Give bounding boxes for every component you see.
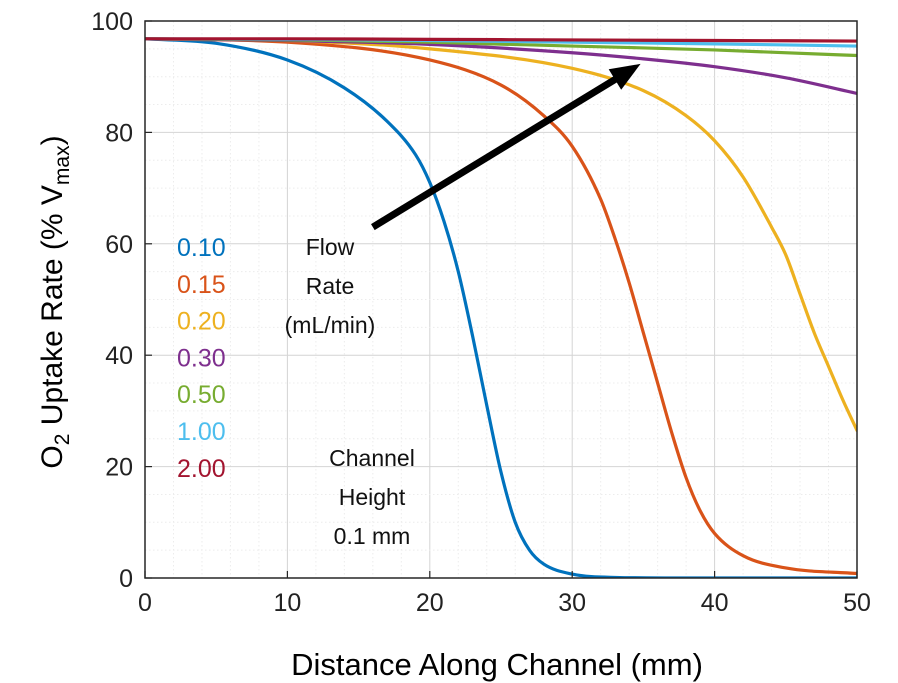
y-tick-label: 80 <box>105 119 133 147</box>
arrow-head <box>608 63 641 90</box>
legend-entry-0-30: 0.30 <box>177 344 226 372</box>
series-line-0-20 <box>145 37 857 432</box>
legend-entry-0-20: 0.20 <box>177 308 226 336</box>
series-line-0-10 <box>145 37 857 578</box>
flow-direction-arrow <box>371 63 641 231</box>
channel-height-line-2: Height <box>339 484 406 510</box>
channel-height-line-1: Channel <box>329 445 415 471</box>
plot-frame <box>144 20 858 579</box>
legend-entry-2-00: 2.00 <box>177 455 226 483</box>
channel-height-line-3: 0.1 mm <box>334 523 411 549</box>
flow-rate-annotation: Flow Rate (mL/min) <box>285 234 376 338</box>
x-tick-label: 20 <box>416 589 444 617</box>
x-tick-label: 50 <box>843 589 871 617</box>
y-tick-label: 0 <box>119 565 133 593</box>
y-tick-label: 40 <box>105 342 133 370</box>
legend-entry-0-10: 0.10 <box>177 234 226 262</box>
y-tick-label: 20 <box>105 454 133 482</box>
series-line-0-15 <box>145 37 857 576</box>
legend-entry-1-00: 1.00 <box>177 418 226 446</box>
legend-entry-0-50: 0.50 <box>177 381 226 409</box>
y-tick-label: 60 <box>105 231 133 259</box>
y-axis-label: O2 Uptake Rate (% Vmax) <box>36 135 74 468</box>
flow-rate-line-3: (mL/min) <box>285 312 376 338</box>
x-tick-label: 0 <box>138 589 152 617</box>
series-line-2-00 <box>145 37 857 43</box>
x-tick-label: 10 <box>273 589 301 617</box>
series-lines <box>145 37 857 578</box>
axis-ticks: 0 10 20 30 40 50 0 20 40 60 80 100 <box>91 8 871 617</box>
legend: 0.10 0.15 0.20 0.30 0.50 1.00 2.00 <box>177 234 226 483</box>
x-tick-label: 30 <box>558 589 586 617</box>
legend-entry-0-15: 0.15 <box>177 271 226 299</box>
x-tick-label: 40 <box>701 589 729 617</box>
y-tick-label: 100 <box>91 8 133 36</box>
arrow-shaft <box>371 75 619 231</box>
flow-rate-line-2: Rate <box>306 273 355 299</box>
flow-rate-line-1: Flow <box>306 234 355 260</box>
channel-height-annotation: Channel Height 0.1 mm <box>329 445 415 549</box>
x-axis-label: Distance Along Channel (mm) <box>291 647 703 682</box>
